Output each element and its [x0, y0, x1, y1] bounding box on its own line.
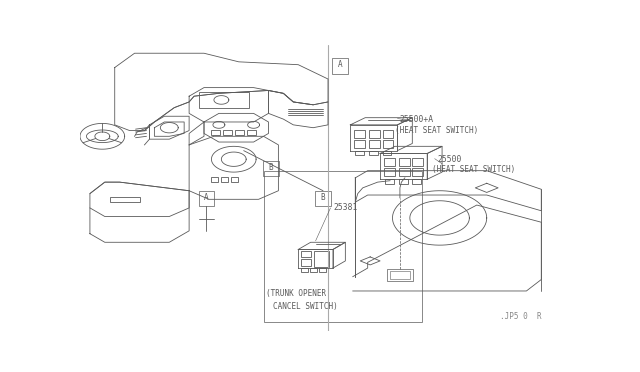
Text: A: A	[204, 193, 209, 202]
Text: 25500+A: 25500+A	[400, 115, 434, 124]
Text: A: A	[338, 60, 342, 69]
Bar	[301, 268, 308, 272]
Bar	[264, 171, 422, 323]
Text: CANCEL SWITCH): CANCEL SWITCH)	[273, 302, 338, 311]
Bar	[399, 158, 410, 166]
Bar	[383, 151, 392, 155]
Bar	[384, 158, 395, 166]
Text: B: B	[321, 193, 325, 202]
Bar	[399, 179, 408, 184]
Bar	[199, 92, 248, 108]
Bar	[355, 151, 364, 155]
Bar	[314, 251, 329, 267]
Bar	[369, 151, 378, 155]
Bar	[412, 179, 421, 184]
Bar	[369, 130, 380, 138]
Text: B: B	[269, 163, 273, 172]
Bar	[412, 169, 423, 176]
Bar	[355, 140, 365, 148]
Text: .JP5 0  R: .JP5 0 R	[500, 312, 541, 321]
Bar	[211, 177, 218, 182]
Bar	[332, 58, 348, 74]
Text: 25381: 25381	[333, 203, 357, 212]
Bar	[211, 130, 220, 135]
Bar	[384, 169, 395, 176]
Text: (TRUNK OPENER: (TRUNK OPENER	[266, 289, 326, 298]
Text: (HEAT SEAT SWITCH): (HEAT SEAT SWITCH)	[395, 126, 478, 135]
Bar	[110, 197, 140, 202]
Bar	[247, 130, 256, 135]
Bar	[315, 191, 331, 206]
Text: 25500: 25500	[437, 155, 461, 164]
Bar	[383, 130, 394, 138]
Bar	[390, 271, 410, 279]
Bar	[319, 268, 326, 272]
Bar	[231, 177, 237, 182]
Bar	[385, 179, 394, 184]
Bar	[301, 251, 310, 257]
Bar	[399, 169, 410, 176]
Bar	[301, 260, 310, 266]
Bar	[383, 140, 394, 148]
Bar	[198, 191, 214, 206]
Bar	[221, 177, 228, 182]
Bar	[223, 130, 232, 135]
Bar	[412, 158, 423, 166]
Bar	[236, 130, 244, 135]
Bar	[355, 130, 365, 138]
Bar	[387, 269, 413, 281]
Bar	[263, 161, 279, 176]
Text: (HEAT SEAT SWITCH): (HEAT SEAT SWITCH)	[432, 165, 515, 174]
Bar	[369, 140, 380, 148]
Bar	[310, 268, 317, 272]
